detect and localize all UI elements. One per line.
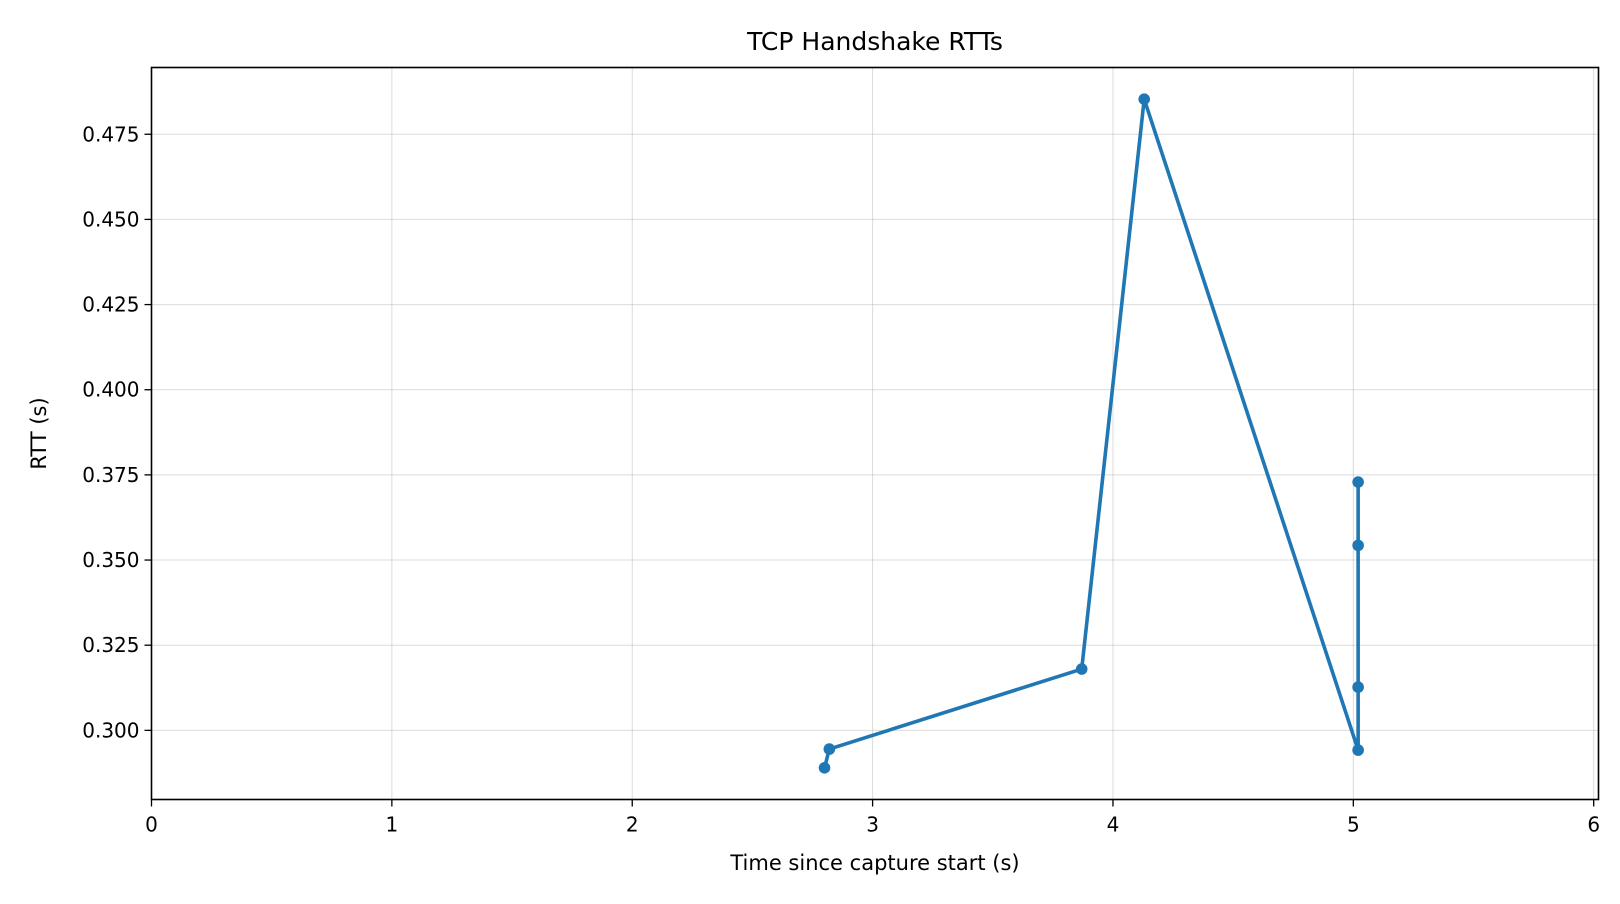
series-line: [822, 97, 1360, 770]
data-point: [1352, 681, 1364, 693]
data-point: [1352, 539, 1364, 552]
data-point: [1352, 744, 1364, 756]
data-point: [1138, 93, 1151, 105]
y-tick-label: 0.425: [82, 293, 139, 317]
data-point: [818, 762, 831, 774]
x-axis: 0 1 2 3 4 5 6: [145, 799, 1600, 837]
plot-frame: [150, 66, 1600, 801]
x-tick-label: 5: [1347, 813, 1360, 837]
x-axis-label: Time since capture start (s): [729, 851, 1019, 875]
series-layer: [818, 93, 1364, 774]
y-tick-label: 0.325: [82, 633, 139, 657]
y-tick-label: 0.350: [82, 548, 139, 572]
data-point: [823, 743, 836, 755]
y-tick-label: 0.475: [82, 122, 139, 146]
grid-lines: [151, 67, 1599, 800]
y-axis: 0.300 0.325 0.350 0.375 0.400 0.425 0.450 0.475: [82, 122, 152, 742]
x-tick-label: 3: [866, 813, 879, 837]
data-point: [1075, 663, 1088, 675]
y-tick-label: 0.300: [82, 718, 139, 742]
x-tick-label: 1: [385, 813, 398, 837]
x-tick-label: 6: [1587, 813, 1600, 837]
y-tick-label: 0.375: [82, 463, 139, 487]
data-point: [1352, 476, 1364, 488]
x-tick-label: 2: [626, 813, 639, 837]
x-tick-label: 0: [145, 813, 158, 837]
y-tick-label: 0.400: [82, 378, 139, 402]
x-tick-label: 4: [1107, 813, 1120, 837]
y-tick-label: 0.450: [82, 207, 139, 231]
chart-title: TCP Handshake RTTs: [746, 27, 1003, 56]
y-axis-label: RTT (s): [27, 397, 51, 469]
